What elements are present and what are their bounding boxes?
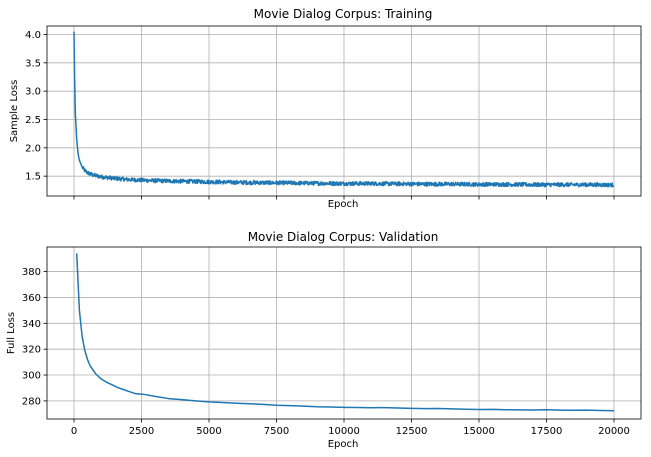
x-tick-label: 17500	[531, 426, 563, 437]
x-tick-label: 10000	[328, 426, 360, 437]
y-tick-label: 360	[22, 293, 41, 304]
training-ylabel: Sample Loss	[9, 80, 20, 143]
y-tick-label: 3.0	[25, 87, 41, 98]
training-series	[73, 31, 615, 188]
y-tick-label: 2.0	[25, 143, 41, 154]
validation-xlabel: Epoch	[328, 439, 359, 450]
y-tick-label: 280	[22, 396, 41, 407]
x-tick-label: 7500	[264, 426, 289, 437]
training-xlabel: Epoch	[328, 199, 359, 210]
training-subplot: Movie Dialog Corpus: Training 1.5 2.0 2.5 3…	[9, 7, 642, 210]
y-tick-label: 2.5	[25, 115, 41, 126]
y-tick-label: 380	[22, 267, 41, 278]
y-tick-label: 340	[22, 319, 41, 330]
training-ticks: 1.5 2.0 2.5 3.0 3.5 4.0	[25, 30, 615, 200]
validation-subplot: Movie Dialog Corpus: Validation 0 2500 500…	[6, 230, 642, 450]
validation-series	[75, 253, 615, 412]
x-tick-label: 0	[71, 426, 77, 437]
series-line	[75, 253, 615, 412]
y-tick-label: 4.0	[25, 30, 41, 41]
validation-ylabel: Full Loss	[6, 312, 17, 354]
y-tick-label: 300	[22, 371, 41, 382]
y-tick-label: 3.5	[25, 58, 41, 69]
y-tick-label: 320	[22, 345, 41, 356]
y-tick-label: 1.5	[25, 172, 41, 183]
series-line	[73, 31, 615, 188]
training-grid	[47, 26, 641, 196]
x-tick-label: 12500	[396, 426, 428, 437]
training-title: Movie Dialog Corpus: Training	[254, 7, 433, 21]
validation-title: Movie Dialog Corpus: Validation	[248, 230, 439, 244]
validation-grid	[47, 247, 641, 419]
validation-ticks: 0 2500 5000 7500 10000 12500 15000 17500 20000 28…	[22, 267, 630, 437]
x-tick-label: 2500	[129, 426, 154, 437]
x-tick-label: 20000	[598, 426, 630, 437]
x-tick-label: 5000	[196, 426, 221, 437]
x-tick-label: 15000	[463, 426, 495, 437]
